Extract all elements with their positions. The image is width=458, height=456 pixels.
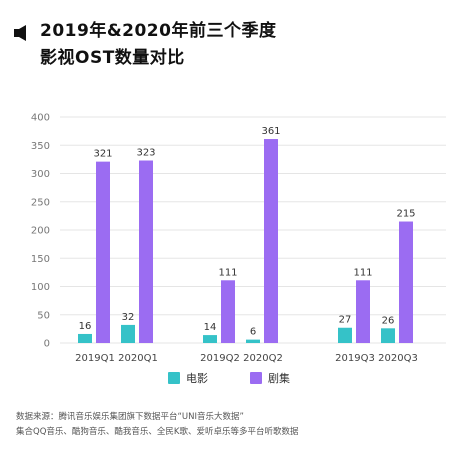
bar-movie — [246, 339, 260, 343]
legend-swatch-movie — [168, 372, 180, 384]
y-tick-label: 100 — [31, 282, 50, 293]
bar-chart: 0 50 100 150 200 250 300 350 400 16 321 2019Q1 32 323… — [31, 113, 446, 364]
title-line-2: 影视OST数量对比 — [40, 48, 185, 68]
bar-tv — [96, 161, 110, 343]
y-tick-label: 400 — [31, 113, 50, 124]
source-line-2: 集合QQ音乐、酷狗音乐、酷我音乐、全民K歌、爱听卓乐等多平台听歌数据 — [16, 427, 299, 437]
source-line-1: 数据来源：腾讯音乐娱乐集团旗下数据平台“UNI音乐大数据” — [16, 412, 244, 422]
y-tick-label: 350 — [31, 141, 50, 152]
y-tick-label: 150 — [31, 254, 50, 265]
data-label-movie: 32 — [122, 312, 135, 323]
data-label-movie: 14 — [204, 322, 217, 333]
data-label-tv: 323 — [136, 148, 155, 159]
bar-tv — [356, 280, 370, 343]
y-tick-label: 250 — [31, 197, 50, 208]
data-label-movie: 26 — [382, 315, 395, 326]
x-tick-label: 2020Q3 — [378, 353, 418, 364]
data-label-tv: 321 — [93, 149, 112, 160]
data-label-movie: 6 — [250, 327, 256, 338]
legend-swatch-tv — [250, 372, 262, 384]
data-label-tv: 361 — [261, 126, 280, 137]
x-tick-label: 2020Q1 — [118, 353, 158, 364]
speaker-icon — [14, 25, 26, 41]
legend-label-tv: 剧集 — [268, 372, 290, 385]
data-label-movie: 16 — [79, 321, 92, 332]
bar-movie — [203, 335, 217, 343]
bar-movie — [381, 328, 395, 343]
data-label-tv: 111 — [218, 267, 237, 278]
data-source-note: 数据来源：腾讯音乐娱乐集团旗下数据平台“UNI音乐大数据” 集合QQ音乐、酷狗音… — [16, 410, 298, 440]
title-line-1: 2019年&2020年前三个季度 — [40, 21, 277, 41]
y-tick-label: 0 — [44, 339, 50, 350]
legend-item-movie: 电影 — [168, 370, 208, 386]
data-label-movie: 27 — [339, 315, 352, 326]
y-tick-label: 200 — [31, 226, 50, 237]
chart-title: 2019年&2020年前三个季度 影视OST数量对比 — [40, 18, 276, 72]
bar-tv — [139, 160, 153, 343]
x-tick-label: 2019Q3 — [335, 353, 375, 364]
bar-movie — [338, 327, 352, 343]
x-tick-label: 2020Q2 — [243, 353, 283, 364]
legend-label-movie: 电影 — [186, 372, 208, 385]
data-label-tv: 215 — [396, 209, 415, 220]
bar-tv — [399, 221, 413, 343]
y-tick-label: 300 — [31, 169, 50, 180]
x-tick-label: 2019Q1 — [75, 353, 115, 364]
x-tick-label: 2019Q2 — [200, 353, 240, 364]
bar-movie — [78, 333, 92, 343]
data-label-tv: 111 — [353, 267, 372, 278]
bar-tv — [264, 139, 278, 343]
y-tick-label: 50 — [37, 310, 50, 321]
bar-movie — [121, 324, 135, 343]
legend: 电影 剧集 — [0, 370, 458, 386]
bar-tv — [221, 280, 235, 343]
legend-item-tv: 剧集 — [250, 370, 290, 386]
